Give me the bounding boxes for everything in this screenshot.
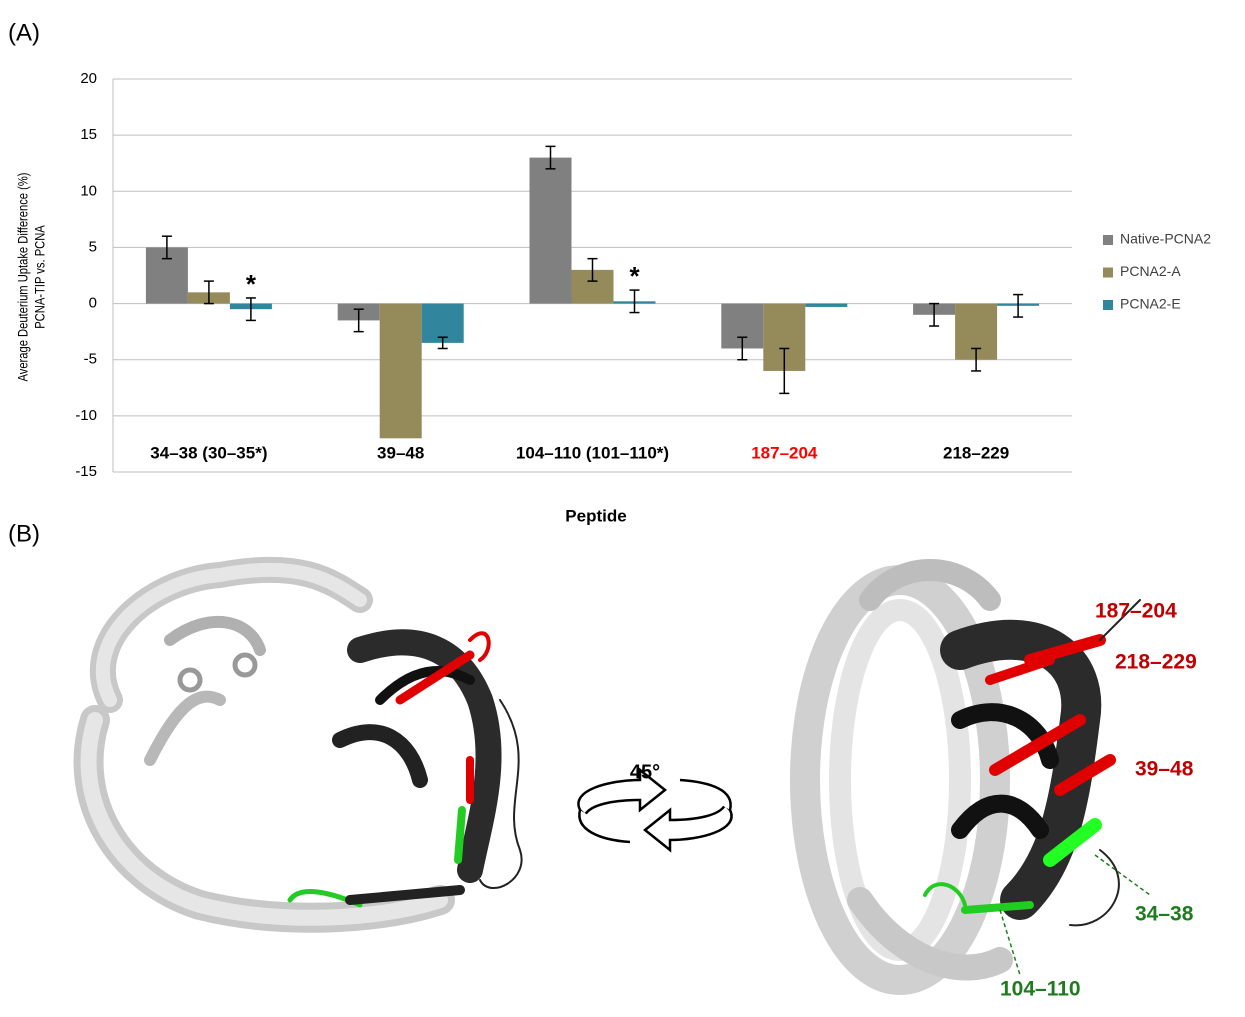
- panel-label: (B): [8, 520, 40, 547]
- significance-marker: *: [629, 261, 640, 291]
- region-label: 104–110: [1000, 978, 1081, 1001]
- y-tick-label: -15: [75, 463, 97, 480]
- bar: [380, 304, 422, 439]
- legend-swatch: [1103, 300, 1113, 310]
- y-axis-label-line: PCNA-TIP vs. PCNA: [33, 225, 48, 329]
- y-tick-label: -5: [84, 351, 97, 368]
- x-tick-label: 39–48: [377, 443, 424, 462]
- region-label: 187–204: [1095, 600, 1177, 623]
- region-label: 39–48: [1135, 758, 1194, 781]
- y-axis-label: Average Deuterium Uptake Difference (%) …: [16, 172, 48, 381]
- y-tick-label: 20: [80, 70, 97, 87]
- significance-marker: *: [246, 269, 257, 299]
- legend-label: Native-PCNA2: [1120, 231, 1211, 247]
- y-tick-label: 5: [89, 238, 97, 255]
- y-tick-label: 15: [80, 126, 97, 143]
- rotation-label: 45°: [630, 761, 660, 783]
- panel-label: (A): [8, 19, 40, 46]
- bar-chart: -15 -10 -5 0 5 10 15 20 * * 34–38 (30–35*) 39–48 104…: [75, 70, 1072, 480]
- y-tick-label: 10: [80, 182, 97, 199]
- bar: [805, 304, 847, 307]
- x-tick-label: 187–204: [751, 443, 818, 462]
- protein-structure-right: [805, 570, 1140, 980]
- x-tick-label: 34–38 (30–35*): [150, 443, 267, 462]
- x-axis-label: Peptide: [565, 506, 626, 525]
- y-tick-label: -10: [75, 407, 97, 424]
- x-tick-label: 104–110 (101–110*): [516, 443, 669, 462]
- y-axis-label-line: Average Deuterium Uptake Difference (%): [16, 172, 31, 381]
- legend-label: PCNA2-A: [1120, 263, 1181, 279]
- bar: [530, 158, 572, 304]
- region-label: 218–229: [1115, 651, 1197, 674]
- legend-label: PCNA2-E: [1120, 296, 1181, 312]
- protein-structure-left: [89, 570, 522, 918]
- legend: Native-PCNA2 PCNA2-A PCNA2-E: [1103, 231, 1211, 312]
- x-tick-label: 218–229: [943, 443, 1009, 462]
- y-tick-label: 0: [89, 295, 97, 312]
- legend-swatch: [1103, 268, 1113, 278]
- region-label: 34–38: [1135, 903, 1194, 926]
- figure: (A) Peptide Average Deuterium Uptake Dif…: [0, 0, 1245, 1012]
- legend-swatch: [1103, 235, 1113, 245]
